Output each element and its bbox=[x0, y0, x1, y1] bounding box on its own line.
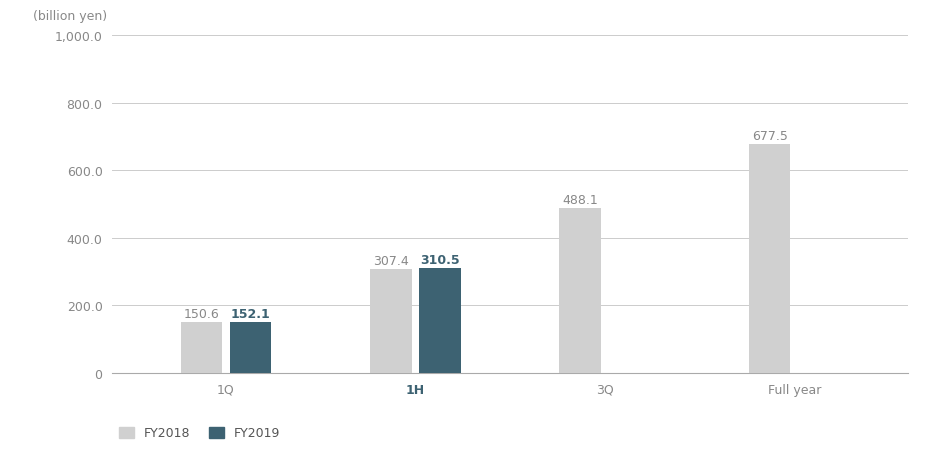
Text: 677.5: 677.5 bbox=[752, 130, 787, 143]
Text: 488.1: 488.1 bbox=[563, 194, 598, 207]
Legend: FY2018, FY2019: FY2018, FY2019 bbox=[119, 426, 280, 440]
Text: 150.6: 150.6 bbox=[183, 308, 219, 320]
Text: 152.1: 152.1 bbox=[231, 307, 271, 320]
Bar bbox=[181, 323, 222, 373]
Bar bbox=[560, 209, 601, 373]
Text: (billion yen): (billion yen) bbox=[33, 10, 107, 23]
Bar bbox=[749, 145, 791, 373]
Bar bbox=[370, 270, 412, 373]
Text: 310.5: 310.5 bbox=[420, 253, 460, 267]
Bar bbox=[419, 268, 461, 373]
Text: 307.4: 307.4 bbox=[373, 255, 409, 268]
Bar bbox=[229, 322, 271, 373]
